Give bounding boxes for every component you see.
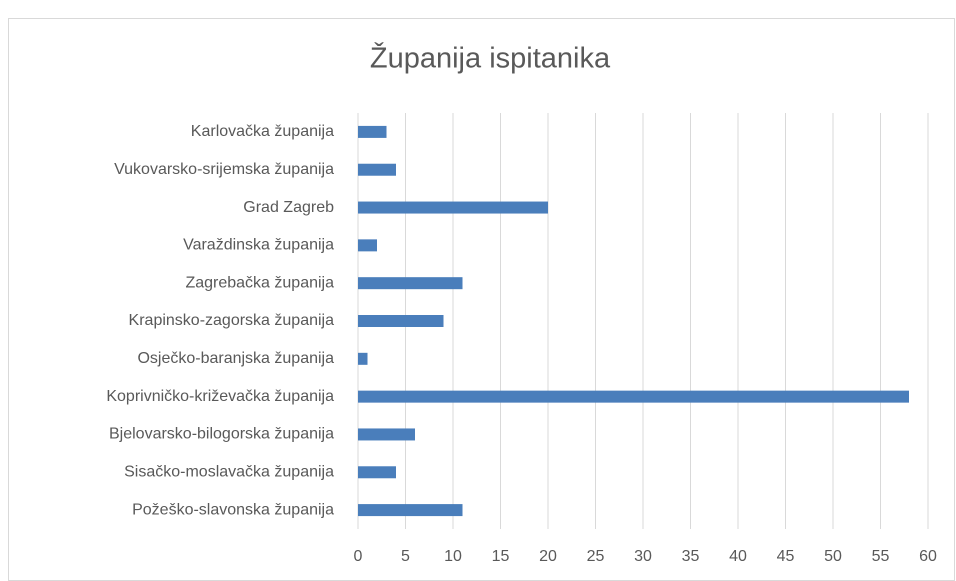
x-tick-label: 5 xyxy=(401,548,410,565)
x-tick-label: 25 xyxy=(587,548,605,565)
y-tick-label: Sisačko-moslavačka županija xyxy=(124,463,334,480)
x-tick-label: 55 xyxy=(872,548,890,565)
chart-title: Županija ispitanika xyxy=(370,42,611,75)
y-tick-label: Zagrebačka županija xyxy=(185,274,334,291)
y-tick-label: Vukovarsko-srijemska županija xyxy=(114,161,334,178)
x-tick-label: 60 xyxy=(919,548,937,565)
bar xyxy=(358,239,377,252)
y-tick-label: Bjelovarsko-bilogorska županija xyxy=(109,426,334,443)
y-tick-label: Krapinsko-zagorska županija xyxy=(129,312,335,329)
y-tick-label: Požeško-slavonska županija xyxy=(132,501,334,518)
x-tick-label: 50 xyxy=(824,548,842,565)
bar xyxy=(358,163,396,176)
x-tick-label: 0 xyxy=(354,548,363,565)
x-tick-label: 45 xyxy=(777,548,795,565)
x-tick-label: 30 xyxy=(634,548,652,565)
bar xyxy=(358,466,396,479)
chart-border xyxy=(8,18,955,581)
bar xyxy=(358,315,444,327)
bar xyxy=(358,504,463,517)
y-tick-label: Osječko-baranjska županija xyxy=(137,350,334,367)
x-tick-label: 40 xyxy=(729,548,747,565)
y-tick-label: Grad Zagreb xyxy=(243,199,334,216)
x-tick-label: 15 xyxy=(492,548,510,565)
x-tick-label: 10 xyxy=(444,548,462,565)
x-tick-label: 20 xyxy=(539,548,557,565)
bar xyxy=(358,201,548,214)
bar xyxy=(358,428,415,441)
y-tick-label: Koprivničko-križevačka županija xyxy=(106,388,334,405)
y-tick-label: Varaždinska županija xyxy=(183,237,334,254)
bar xyxy=(358,390,909,403)
bar xyxy=(358,277,463,290)
bar xyxy=(358,352,368,365)
x-tick-label: 35 xyxy=(682,548,700,565)
bar xyxy=(358,125,387,138)
y-tick-label: Karlovačka županija xyxy=(191,123,334,140)
